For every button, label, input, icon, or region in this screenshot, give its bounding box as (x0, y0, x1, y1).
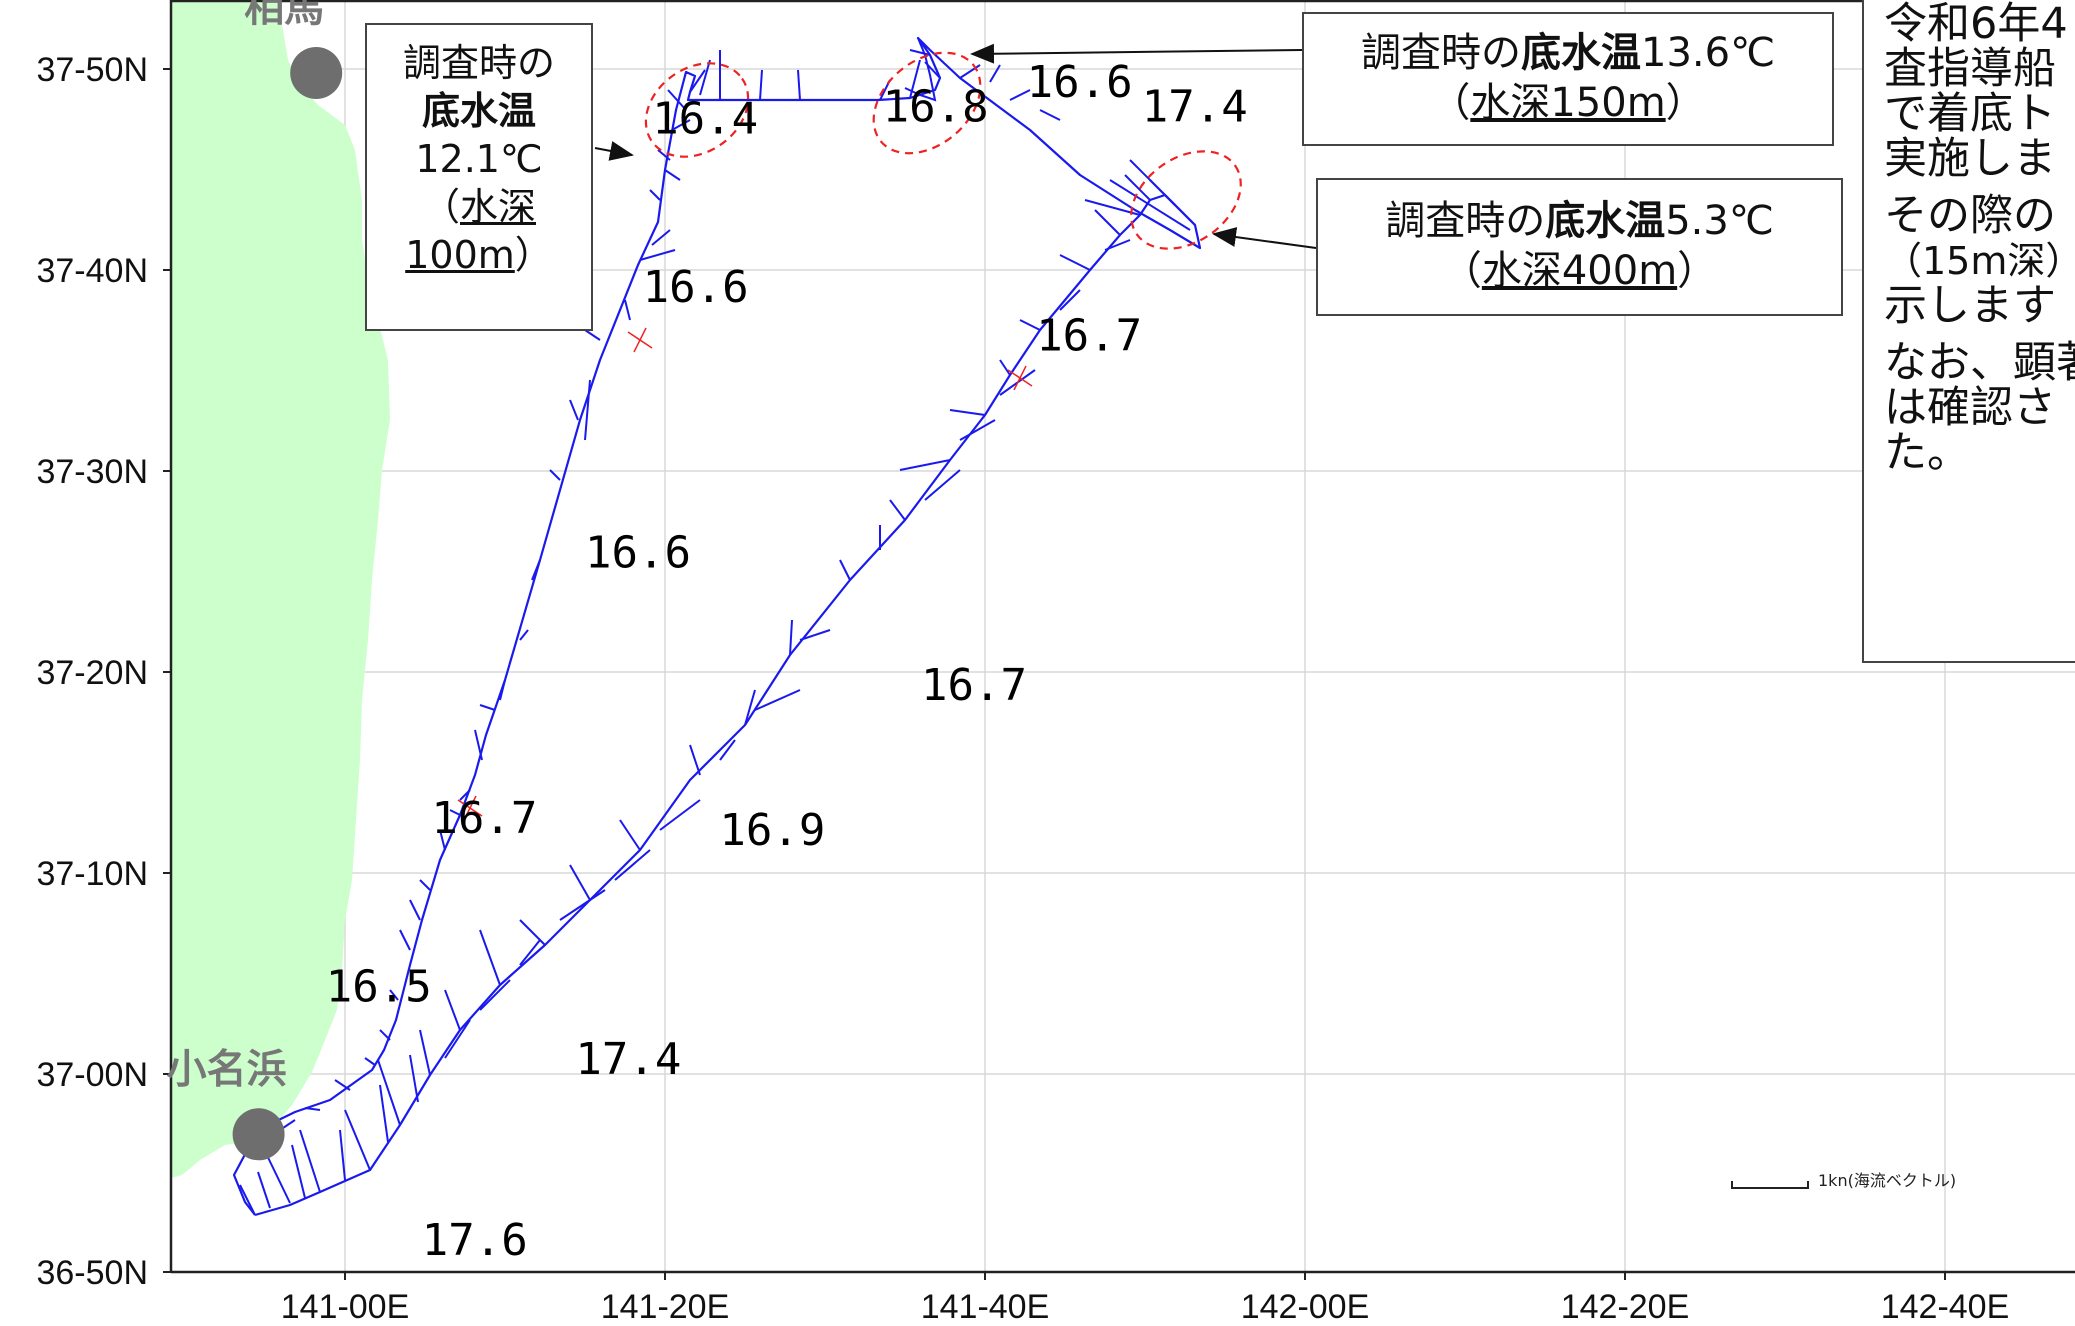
scale-bar-label: 1kn(海流ベクトル) (1818, 1171, 1956, 1190)
x-tick-label: 141-00E (281, 1288, 410, 1326)
bottom-temp-highlights (644, 51, 1242, 250)
callout-depth-word: 水深 (460, 185, 537, 229)
bottom-temp-station-ring (872, 51, 982, 155)
x-tick-label: 142-00E (1241, 1288, 1370, 1326)
callout-open: （ (421, 185, 460, 229)
y-tick-label: 37-00N (36, 1056, 148, 1094)
place-dot (232, 1108, 285, 1161)
y-tick-label: 36-50N (36, 1254, 148, 1292)
y-tick-label: 37-40N (36, 252, 148, 290)
temperature-label: 16.8 (883, 81, 989, 132)
x-tick-label: 142-20E (1561, 1288, 1690, 1326)
x-tick-label: 141-20E (601, 1288, 730, 1326)
temperature-label: 16.9 (719, 805, 825, 856)
callout-bottom-temp-13: 調査時の底水温13.6℃ （水深150m） (1302, 12, 1834, 146)
callout-depth: 100m (405, 233, 515, 277)
note-line: （15m深） (1884, 239, 2075, 283)
note-line: その際の (1884, 191, 2056, 241)
callout-open: （ (1430, 80, 1471, 126)
temperature-label: 16.7 (921, 660, 1027, 711)
callout-label: 底水温 (1545, 198, 1666, 244)
callout-prefix: 調査時の (402, 41, 555, 85)
note-line: 示します (1884, 281, 2056, 331)
map-frame (169, 0, 2075, 1274)
y-tick-label: 37-10N (36, 855, 148, 893)
coastline-land (171, 0, 390, 1178)
x-tick-label: 142-40E (1881, 1288, 2010, 1326)
note-line: は確認さ (1884, 383, 2056, 433)
note-line: 令和6年4 (1884, 0, 2068, 49)
callout-bottom-temp-12: 調査時の 底水温 12.1℃ （水深 100m） (365, 23, 593, 331)
callout-value: 12.1℃ (415, 137, 543, 181)
callout-close: ） (514, 233, 553, 277)
callout-label: 底水温 (1521, 30, 1641, 76)
x-tick-label: 141-40E (921, 1288, 1050, 1326)
temperature-label: 16.6 (1027, 57, 1133, 108)
scale-bar: 1kn(海流ベクトル) (1731, 1171, 1956, 1190)
note-line: 実施しま (1884, 134, 2056, 184)
y-tick-label: 37-20N (36, 654, 148, 692)
temperature-label: 16.6 (643, 262, 749, 313)
survey-track (232, 36, 1202, 1217)
place-label: 相馬 (244, 0, 324, 31)
note-line: 査指導船 (1884, 44, 2056, 94)
temperature-label: 16.7 (431, 793, 537, 844)
current-vectors (239, 49, 1196, 1216)
axis-ticks: 141-00E 141-20E 141-40E 142-00E 142-20E 142-4… (36, 51, 2009, 1326)
callout-bottom-temp-5: 調査時の底水温5.3℃ （水深400m） (1316, 178, 1843, 316)
place-label: 小名浜 (167, 1046, 287, 1092)
temperature-label: 17.6 (422, 1215, 528, 1266)
callout-prefix: 調査時の (1361, 30, 1521, 76)
callout-arrows (594, 43, 1317, 249)
callout-value: 5.3℃ (1665, 198, 1774, 244)
temperature-label: 17.4 (1142, 81, 1248, 132)
explanation-note: 令和6年4 査指導船 で着底ト 実施しま その際の （15m深） 示します なお… (1862, 0, 2075, 663)
callout-depth: 水深400m (1481, 248, 1678, 294)
temperature-label: 16.7 (1036, 310, 1142, 361)
y-tick-label: 37-30N (36, 453, 148, 491)
bottom-temp-station-ring (1130, 150, 1242, 250)
note-line: た。 (1884, 428, 1970, 478)
callout-depth: 水深150m (1470, 80, 1666, 126)
callout-close: ） (1677, 248, 1718, 294)
y-tick-label: 37-50N (36, 51, 148, 89)
place-dot (290, 47, 343, 100)
temperature-labels: 16.4 16.8 16.6 17.416.616.716.616.716.7 16.9… (326, 57, 1248, 1266)
callout-open: （ (1441, 248, 1482, 294)
note-line: なお、顕著 (1884, 338, 2075, 388)
temperature-label: 16.6 (585, 527, 691, 578)
temperature-label: 16.4 (652, 93, 758, 144)
temperature-label: 16.5 (326, 962, 432, 1013)
callout-close: ） (1665, 80, 1706, 126)
callout-prefix: 調査時の (1385, 198, 1546, 244)
temperature-label: 17.4 (575, 1034, 681, 1085)
callout-value: 13.6℃ (1641, 30, 1775, 76)
callout-label: 底水温 (421, 89, 536, 133)
note-line: で着底ト (1884, 89, 2056, 139)
